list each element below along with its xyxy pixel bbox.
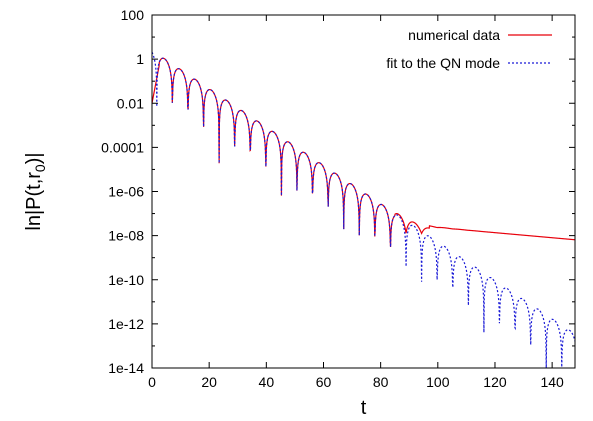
y-tick-label: 1e-08 xyxy=(108,228,144,244)
y-axis-title: ln|P(t,r0)| xyxy=(23,152,48,230)
y-axis-title-main: ln|P(t,r xyxy=(23,172,45,231)
y-axis: 100 1 0.01 0.0001 1e-06 1e-08 1e-10 1e-12 1e-14 xyxy=(101,7,575,376)
x-tick-label: 20 xyxy=(201,374,217,390)
y-tick-label: 0.0001 xyxy=(101,139,144,155)
x-tick-label: 40 xyxy=(259,374,275,390)
x-axis-title: t xyxy=(361,397,367,419)
plot-frame xyxy=(151,14,576,369)
y-tick-label: 1e-10 xyxy=(108,272,144,288)
y-axis-title-end: )| xyxy=(23,152,45,164)
legend-label-numerical-data: numerical data xyxy=(408,27,500,43)
plot-area xyxy=(152,51,575,368)
y-tick-label: 0.01 xyxy=(117,95,144,111)
y-tick-label: 1e-06 xyxy=(108,184,144,200)
x-tick-label: 120 xyxy=(483,374,507,390)
series-line-qn-fit xyxy=(152,51,575,368)
y-axis-title-subscript: 0 xyxy=(32,164,48,172)
x-axis: 0 20 40 60 80 100 120 140 xyxy=(148,15,564,390)
x-tick-label: 100 xyxy=(426,374,450,390)
y-tick-label: 1e-12 xyxy=(108,316,144,332)
x-tick-label: 60 xyxy=(316,374,332,390)
series-line-numerical-data xyxy=(152,57,575,247)
legend: numerical data fit to the QN mode xyxy=(386,27,552,71)
x-tick-label: 140 xyxy=(540,374,564,390)
y-tick-label: 1 xyxy=(136,51,144,67)
x-tick-label: 80 xyxy=(373,374,389,390)
y-tick-label: 1e-14 xyxy=(108,360,144,376)
legend-label-qn-fit: fit to the QN mode xyxy=(386,55,500,71)
x-tick-label: 0 xyxy=(148,374,156,390)
y-tick-label: 100 xyxy=(121,7,145,23)
